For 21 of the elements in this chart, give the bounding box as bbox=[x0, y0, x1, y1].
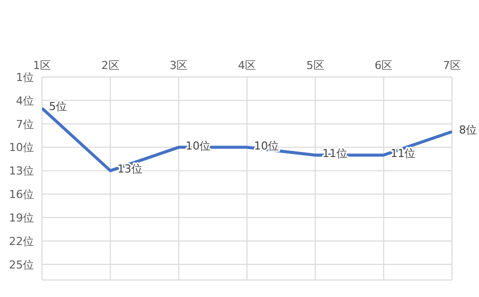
x-tick-label: 1区 bbox=[33, 59, 51, 72]
data-label: 5位 bbox=[49, 100, 67, 114]
x-tick-label: 7区 bbox=[443, 59, 461, 72]
y-tick-label: 13位 bbox=[9, 164, 34, 178]
data-label: 11位 bbox=[390, 147, 416, 160]
x-tick-label: 2区 bbox=[101, 59, 120, 72]
y-tick-label: 7位 bbox=[16, 118, 34, 131]
y-tick-label: 22位 bbox=[9, 234, 34, 248]
y-tick-label: 19位 bbox=[9, 211, 34, 224]
y-tick-label: 25位 bbox=[9, 258, 34, 272]
x-tick-label: 4区 bbox=[238, 59, 256, 72]
y-tick-label: 10位 bbox=[9, 141, 34, 154]
x-tick-label: 6区 bbox=[374, 59, 393, 72]
data-label: 11位 bbox=[322, 147, 348, 160]
y-tick-label: 16位 bbox=[9, 188, 34, 202]
x-tick-label: 3区 bbox=[170, 59, 188, 72]
y-tick-label: 1位 bbox=[16, 70, 34, 84]
x-tick-label: 5区 bbox=[306, 59, 324, 72]
y-tick-label: 4位 bbox=[16, 94, 34, 108]
data-label: 10位 bbox=[186, 139, 211, 152]
data-label: 8位 bbox=[459, 124, 477, 137]
